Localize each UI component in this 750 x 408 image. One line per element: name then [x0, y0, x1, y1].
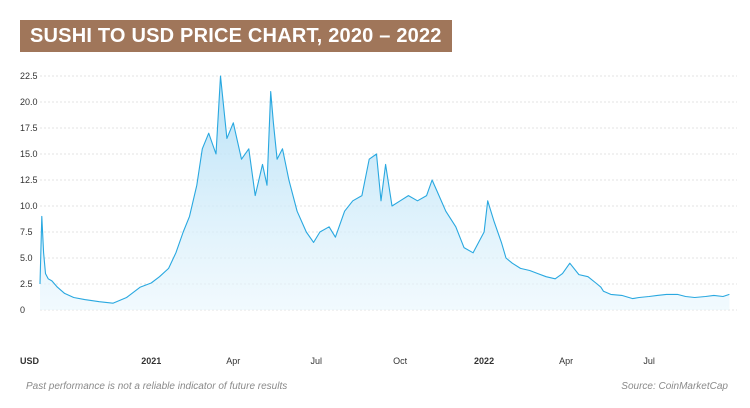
x-tick-label: Oct [393, 356, 408, 366]
y-axis-ticks: 0 2.5 5.0 7.5 10.0 12.5 15.0 17.5 20.0 22.5 [20, 71, 38, 315]
y-tick-label: 0 [20, 305, 25, 315]
y-axis-unit-label: USD [20, 356, 40, 366]
x-tick-label: Jul [643, 356, 655, 366]
price-area [40, 76, 730, 310]
y-tick-label: 17.5 [20, 123, 38, 133]
y-tick-label: 12.5 [20, 175, 38, 185]
y-tick-label: 15.0 [20, 149, 38, 159]
y-tick-label: 10.0 [20, 201, 38, 211]
x-tick-label: Apr [559, 356, 573, 366]
x-tick-label: Apr [226, 356, 240, 366]
price-line [39, 75, 730, 304]
chart-title: SUSHI TO USD PRICE CHART, 2020 – 2022 [20, 20, 452, 52]
source-text: Source: CoinMarketCap [621, 381, 728, 392]
x-tick-label: 2021 [141, 356, 161, 366]
y-tick-label: 2.5 [20, 279, 33, 289]
x-tick-label: Jul [311, 356, 323, 366]
x-tick-label: 2022 [474, 356, 494, 366]
y-tick-label: 22.5 [20, 71, 38, 81]
disclaimer-text: Past performance is not a reliable indic… [26, 381, 288, 392]
x-axis-ticks: 2021 Apr Jul Oct 2022 Apr Jul [141, 356, 655, 366]
y-tick-label: 5.0 [20, 253, 33, 263]
y-tick-label: 20.0 [20, 97, 38, 107]
y-tick-label: 7.5 [20, 227, 33, 237]
